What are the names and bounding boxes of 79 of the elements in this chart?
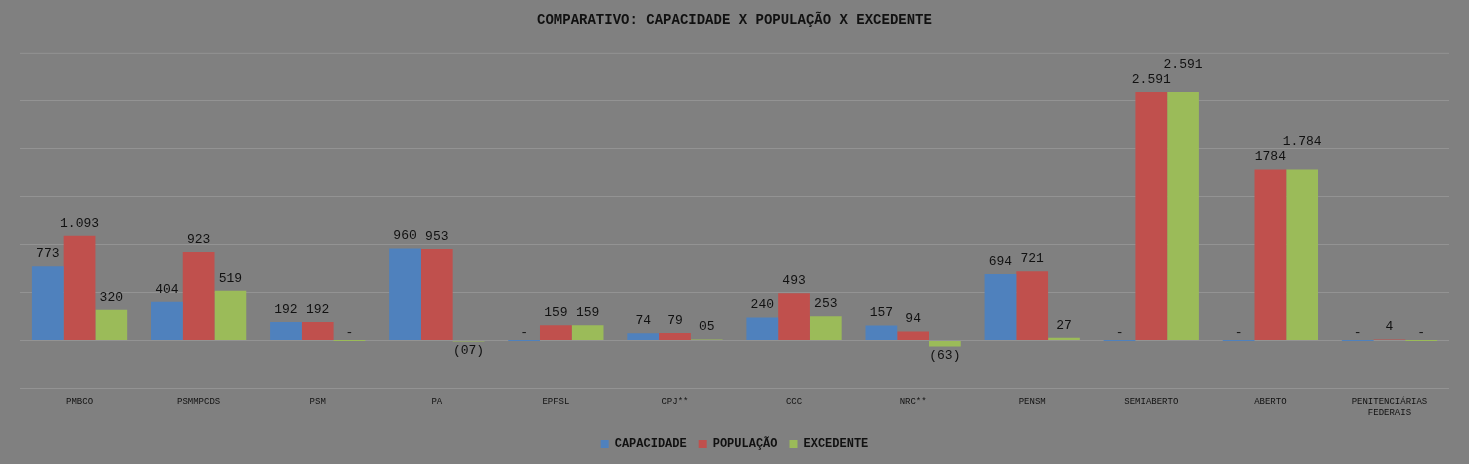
bar xyxy=(63,235,96,340)
legend-label: POPULAÇÃO xyxy=(712,436,778,452)
bar xyxy=(214,290,247,340)
bar xyxy=(1135,92,1168,340)
bar xyxy=(540,325,572,340)
data-label: 519 xyxy=(218,270,243,286)
data-label: 253 xyxy=(814,296,838,312)
bar xyxy=(1167,92,1199,340)
data-label: - xyxy=(1234,324,1243,340)
data-label: 05 xyxy=(698,319,715,335)
bar xyxy=(420,249,453,340)
data-label: 2.591 xyxy=(1163,56,1203,72)
bar xyxy=(1016,271,1049,340)
data-label: 79 xyxy=(667,312,683,328)
data-label: 1.784 xyxy=(1282,134,1322,150)
bar xyxy=(809,316,842,340)
data-label: 240 xyxy=(750,297,774,313)
bar xyxy=(571,325,604,340)
legend-label: EXCEDENTE xyxy=(803,437,869,452)
bar xyxy=(270,322,302,340)
data-label: 74 xyxy=(635,313,652,329)
x-tick-label: PSM xyxy=(309,397,326,408)
bar xyxy=(150,301,183,340)
bar xyxy=(865,325,898,340)
data-label: 4 xyxy=(1385,319,1394,335)
data-label: 1.093 xyxy=(60,215,100,231)
data-label: 27 xyxy=(1056,317,1072,333)
x-tick-label: PA xyxy=(431,397,443,408)
bar xyxy=(627,333,660,340)
data-label: 192 xyxy=(306,301,330,317)
data-label: 320 xyxy=(99,289,123,305)
bar xyxy=(778,293,810,340)
x-tick-label: PSMMPCDS xyxy=(177,397,221,408)
data-label: 94 xyxy=(905,311,922,327)
x-tick-label: CPJ** xyxy=(661,397,689,408)
x-tick-label: PMBCO xyxy=(66,397,94,408)
data-label: 404 xyxy=(155,281,179,297)
data-label: 694 xyxy=(988,253,1013,269)
data-label: 159 xyxy=(544,305,568,321)
data-label: 923 xyxy=(186,231,211,247)
x-tick-label: ABERTO xyxy=(1254,397,1287,408)
bar xyxy=(95,309,128,340)
data-label: - xyxy=(1353,324,1362,340)
data-label: - xyxy=(1417,324,1426,340)
bar xyxy=(1048,337,1080,340)
data-label: 493 xyxy=(782,273,806,289)
data-label: 157 xyxy=(869,305,894,321)
chart-title: COMPARATIVO: CAPACIDADE X POPULAÇÃO X EXCEDENTE xyxy=(537,10,932,28)
x-tick-label: SEMIABERTO xyxy=(1124,397,1179,408)
bar xyxy=(389,248,421,340)
bar xyxy=(659,332,691,340)
data-label: (63) xyxy=(929,348,961,364)
bar xyxy=(897,331,929,340)
bar xyxy=(31,266,64,340)
bar xyxy=(929,340,961,347)
data-label: 721 xyxy=(1020,251,1045,267)
bar xyxy=(182,251,215,340)
data-label: 773 xyxy=(36,246,60,262)
x-tick-label: NRC** xyxy=(899,397,927,408)
bar xyxy=(984,273,1017,340)
data-label: - xyxy=(345,324,354,340)
x-tick-label: CCC xyxy=(785,397,803,408)
legend-label: CAPACIDADE xyxy=(614,437,687,452)
data-label: 1784 xyxy=(1254,149,1287,165)
bar xyxy=(1254,169,1287,340)
data-label: 953 xyxy=(425,229,449,245)
x-tick-label: PENSM xyxy=(1018,397,1046,408)
data-label: 960 xyxy=(393,228,417,244)
bar xyxy=(746,317,779,340)
data-label: 2.591 xyxy=(1131,71,1171,87)
data-label: 192 xyxy=(274,301,298,317)
bar xyxy=(1286,169,1319,340)
data-label: - xyxy=(1115,324,1124,340)
bar xyxy=(301,322,334,340)
data-label: (07) xyxy=(452,343,485,359)
data-label: 159 xyxy=(575,305,600,321)
x-tick-label: EPFSL xyxy=(542,397,570,408)
data-label: - xyxy=(520,324,529,340)
x-tick-label: PENITENCIÁRIAS FEDERAIS xyxy=(1351,396,1428,418)
